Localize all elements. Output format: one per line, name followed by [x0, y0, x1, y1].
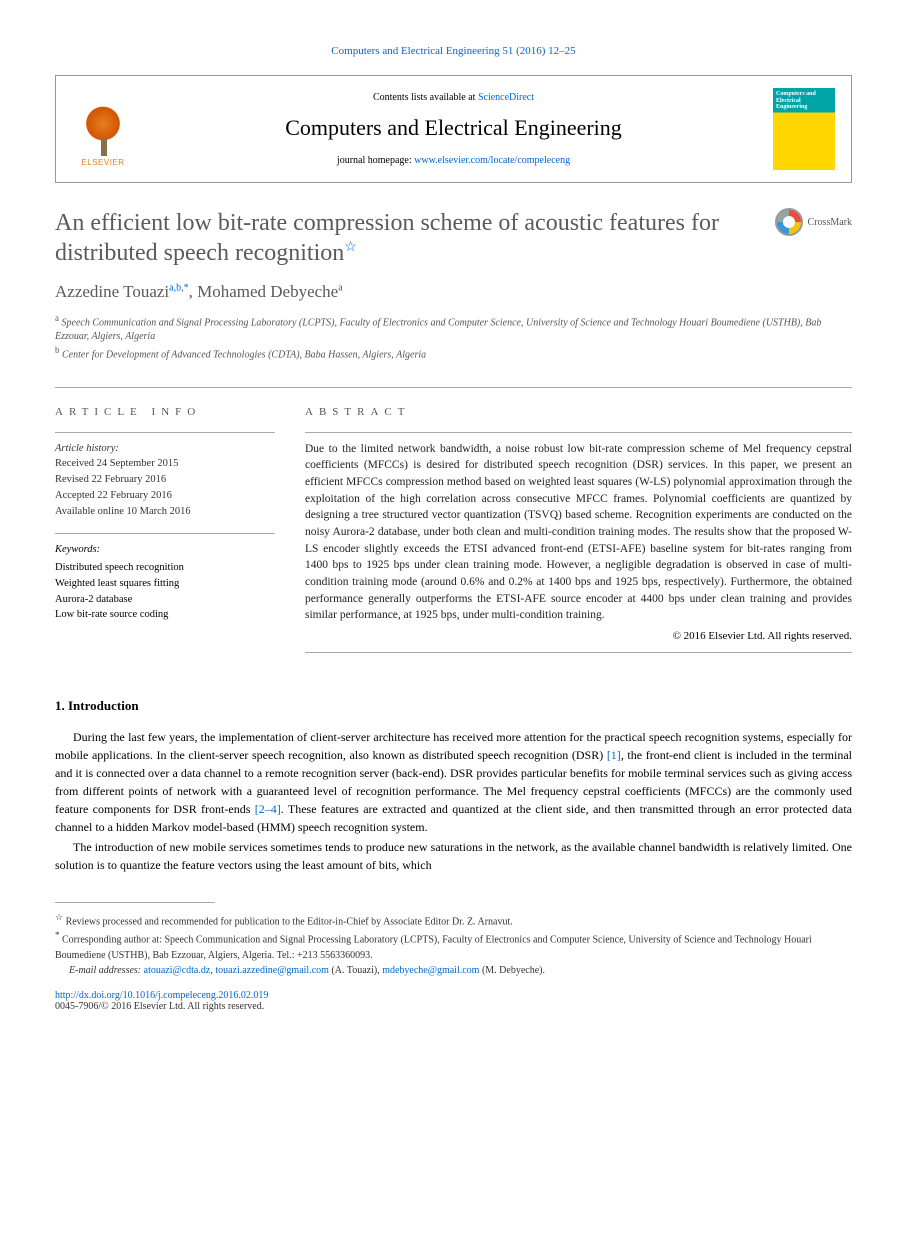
- ref-link-2-4[interactable]: [2–4]: [255, 802, 281, 816]
- divider: [305, 652, 852, 653]
- footnote-review: Reviews processed and recommended for pu…: [66, 916, 513, 927]
- issn-copyright: 0045-7906/© 2016 Elsevier Ltd. All right…: [55, 1001, 852, 1012]
- revised-date: Revised 22 February 2016: [55, 472, 275, 488]
- author-2-name: Mohamed Debyeche: [197, 282, 338, 301]
- keywords-block: Keywords: Distributed speech recognition…: [55, 542, 275, 623]
- keywords-label: Keywords:: [55, 542, 275, 558]
- authors-line: Azzedine Touazia,b,*, Mohamed Debyechea: [55, 282, 852, 302]
- footnote-corr-mark: *: [55, 930, 60, 940]
- contents-prefix: Contents lists available at: [373, 92, 478, 103]
- journal-cover-thumbnail: Computers and Electrical Engineering: [773, 88, 835, 170]
- keyword-4: Low bit-rate source coding: [55, 607, 275, 623]
- email-link-1[interactable]: atouazi@cdta.dz: [144, 965, 211, 976]
- received-date: Received 24 September 2015: [55, 456, 275, 472]
- doi-line: http://dx.doi.org/10.1016/j.compeleceng.…: [55, 990, 852, 1001]
- keyword-1: Distributed speech recognition: [55, 560, 275, 576]
- contents-list-line: Contents lists available at ScienceDirec…: [149, 92, 758, 103]
- ref-link-1[interactable]: [1]: [607, 748, 621, 762]
- accepted-date: Accepted 22 February 2016: [55, 488, 275, 504]
- homepage-prefix: journal homepage:: [337, 155, 414, 166]
- crossmark-icon: [775, 208, 803, 236]
- history-label: Article history:: [55, 441, 275, 457]
- affiliation-a: Speech Communication and Signal Processi…: [55, 317, 821, 342]
- abstract-copyright: © 2016 Elsevier Ltd. All rights reserved…: [305, 630, 852, 642]
- email-auth-1: (A. Touazi),: [329, 965, 382, 976]
- intro-paragraph-1: During the last few years, the implement…: [55, 728, 852, 836]
- homepage-line: journal homepage: www.elsevier.com/locat…: [149, 155, 758, 166]
- email-label: E-mail addresses:: [69, 965, 144, 976]
- divider: [55, 432, 275, 433]
- aff-a-mark: a: [55, 313, 59, 323]
- crossmark-label: CrossMark: [808, 217, 852, 228]
- author-sep: ,: [189, 282, 198, 301]
- email-link-3[interactable]: mdebyeche@gmail.com: [382, 965, 479, 976]
- journal-reference: Computers and Electrical Engineering 51 …: [55, 45, 852, 57]
- author-2-affiliation-link[interactable]: a: [338, 282, 342, 293]
- divider: [305, 432, 852, 433]
- footnote-star-mark: ☆: [55, 912, 63, 922]
- email-link-2[interactable]: touazi.azzedine@gmail.com: [215, 965, 329, 976]
- journal-name: Computers and Electrical Engineering: [149, 115, 758, 141]
- elsevier-label: ELSEVIER: [81, 158, 124, 167]
- keyword-3: Aurora-2 database: [55, 592, 275, 608]
- doi-link[interactable]: http://dx.doi.org/10.1016/j.compeleceng.…: [55, 990, 268, 1001]
- journal-header: ELSEVIER Contents lists available at Sci…: [55, 75, 852, 183]
- author-1-affiliation-link[interactable]: a,b,: [169, 282, 183, 293]
- intro-paragraph-2: The introduction of new mobile services …: [55, 838, 852, 874]
- elsevier-logo: ELSEVIER: [72, 92, 134, 167]
- divider: [55, 387, 852, 388]
- article-history: Article history: Received 24 September 2…: [55, 441, 275, 520]
- footnote-divider: [55, 902, 215, 903]
- title-footnote-star: ☆: [344, 240, 357, 255]
- homepage-link[interactable]: www.elsevier.com/locate/compeleceng: [414, 155, 570, 166]
- email-auth-2: (M. Debyeche).: [479, 965, 545, 976]
- abstract-heading: abstract: [305, 406, 852, 418]
- sciencedirect-link[interactable]: ScienceDirect: [478, 92, 534, 103]
- title-text: An efficient low bit-rate compression sc…: [55, 210, 719, 266]
- aff-b-mark: b: [55, 345, 60, 355]
- section-heading-introduction: 1. Introduction: [55, 698, 852, 714]
- abstract-text: Due to the limited network bandwidth, a …: [305, 441, 852, 624]
- footnote-corresponding: Corresponding author at: Speech Communic…: [55, 935, 812, 961]
- elsevier-tree-icon: [78, 106, 128, 156]
- keyword-2: Weighted least squares fitting: [55, 576, 275, 592]
- paper-title: An efficient low bit-rate compression sc…: [55, 208, 775, 268]
- online-date: Available online 10 March 2016: [55, 504, 275, 520]
- affiliation-b: Center for Development of Advanced Techn…: [62, 350, 426, 361]
- article-info-heading: article info: [55, 406, 275, 418]
- author-1-name: Azzedine Touazi: [55, 282, 169, 301]
- cover-title: Computers and Electrical Engineering: [776, 91, 832, 111]
- footnotes: ☆ Reviews processed and recommended for …: [55, 911, 852, 978]
- affiliations: a Speech Communication and Signal Proces…: [55, 312, 852, 363]
- crossmark-badge[interactable]: CrossMark: [775, 208, 852, 236]
- divider: [55, 533, 275, 534]
